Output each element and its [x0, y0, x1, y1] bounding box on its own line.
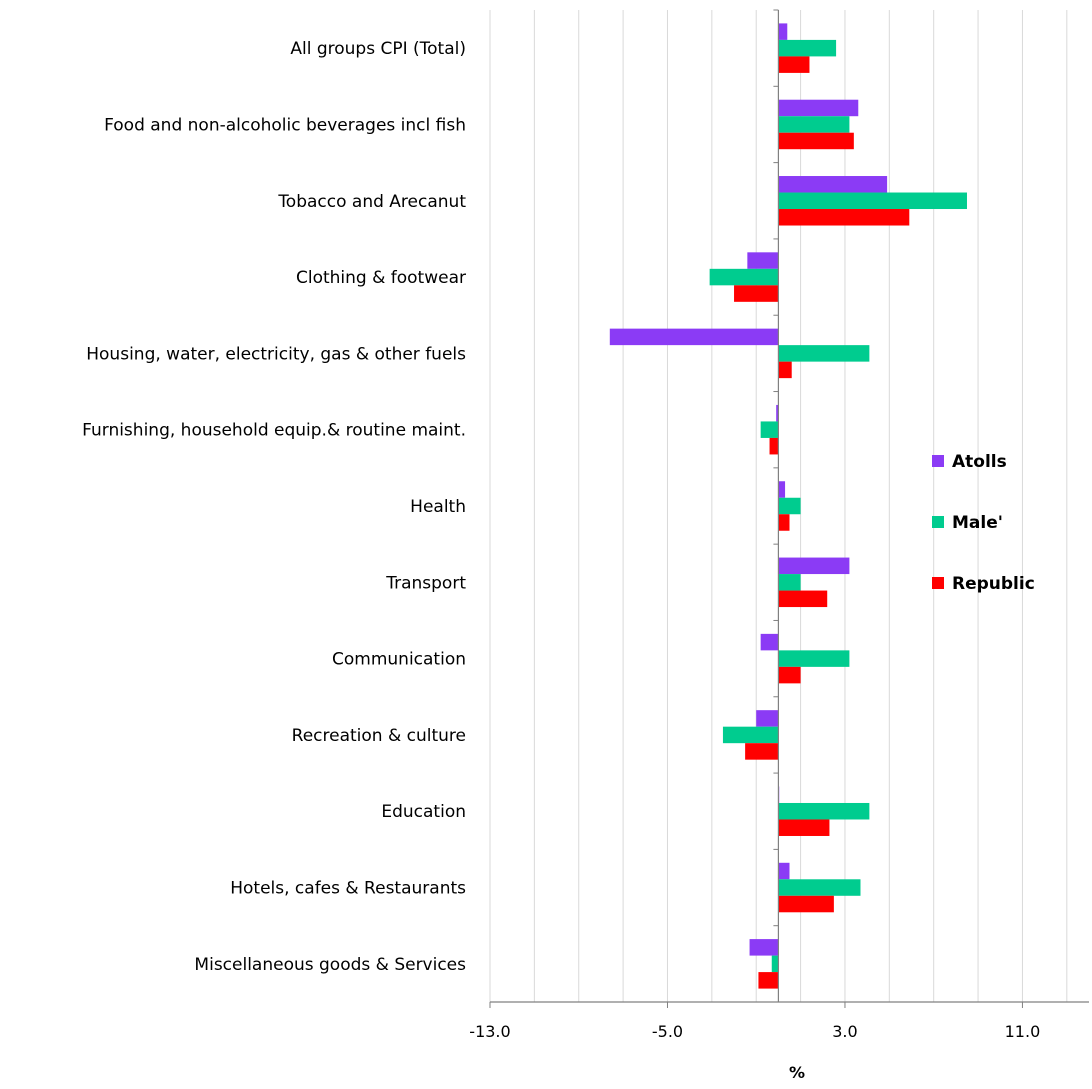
x-axis: -13.0 -5.0 3.0 11.0: [469, 1001, 1089, 1041]
bar-male: [778, 192, 967, 210]
category-label: Hotels, cafes & Restaurants: [230, 879, 466, 899]
bar-male: [778, 574, 801, 591]
category-label: Tobacco and Arecanut: [277, 192, 466, 212]
bar-atolls: [778, 23, 788, 40]
bar-republic: [778, 56, 810, 73]
bar-atolls: [749, 939, 779, 956]
x-tick-label: 11.0: [1005, 1022, 1041, 1041]
bar-atolls: [778, 99, 859, 117]
bar-atolls: [760, 633, 779, 651]
x-tick-label: -5.0: [652, 1022, 683, 1041]
legend: Atolls Male' Republic: [932, 452, 1035, 594]
bar-republic: [758, 972, 779, 989]
grid-lines: [489, 10, 1068, 1002]
bar-republic: [778, 819, 830, 836]
legend-label: Republic: [952, 574, 1035, 594]
bar-republic: [778, 895, 834, 913]
category-label: Furnishing, household equip.& routine ma…: [82, 421, 466, 441]
bar-republic: [778, 209, 910, 226]
bar-male: [778, 879, 861, 896]
x-tick-label: 3.0: [832, 1022, 857, 1041]
category-label: Housing, water, electricity, gas & other…: [86, 344, 466, 364]
bar-male: [778, 116, 850, 133]
bar-male: [778, 39, 837, 57]
bar-republic: [778, 666, 801, 684]
category-label: Food and non-alcoholic beverages incl fi…: [104, 115, 466, 135]
bar-republic: [745, 743, 779, 760]
legend-label: Male': [952, 513, 1003, 533]
legend-swatch: [932, 455, 944, 467]
bar-male: [778, 650, 850, 667]
category-label: Transport: [385, 573, 466, 593]
bar-male: [771, 955, 779, 973]
category-label: Health: [410, 497, 466, 517]
category-label: Recreation & culture: [292, 726, 466, 746]
bar-atolls: [778, 481, 786, 498]
bar-republic: [778, 132, 854, 150]
bars: [609, 23, 967, 989]
bar-atolls: [776, 404, 779, 422]
legend-swatch: [932, 516, 944, 528]
bar-male: [722, 726, 779, 744]
bar-atolls: [778, 557, 850, 575]
category-labels: All groups CPI (Total) Food and non-alcoh…: [82, 39, 466, 975]
bar-republic: [769, 437, 779, 455]
x-tick-label: -13.0: [469, 1022, 510, 1041]
category-label: All groups CPI (Total): [290, 39, 466, 59]
bar-male: [709, 268, 779, 286]
bar-male: [778, 497, 801, 515]
bar-male: [778, 802, 870, 820]
category-label: Communication: [332, 650, 466, 670]
bar-male: [778, 345, 870, 362]
legend-swatch: [932, 577, 944, 589]
bar-atolls: [609, 328, 779, 346]
bar-republic: [778, 514, 790, 531]
zero-axis: [773, 9, 780, 1003]
bar-atolls: [778, 176, 888, 193]
bar-male: [760, 421, 779, 438]
bar-atolls: [778, 862, 790, 880]
x-axis-title: %: [789, 1063, 805, 1082]
category-label: Clothing & footwear: [296, 268, 466, 288]
category-label: Education: [381, 802, 466, 822]
legend-label: Atolls: [952, 452, 1007, 472]
bar-republic: [778, 361, 792, 379]
bar-republic: [778, 590, 828, 608]
bar-republic: [734, 285, 779, 302]
bar-atolls: [756, 710, 779, 727]
bar-atolls: [747, 252, 779, 269]
category-label: Miscellaneous goods & Services: [194, 955, 466, 975]
